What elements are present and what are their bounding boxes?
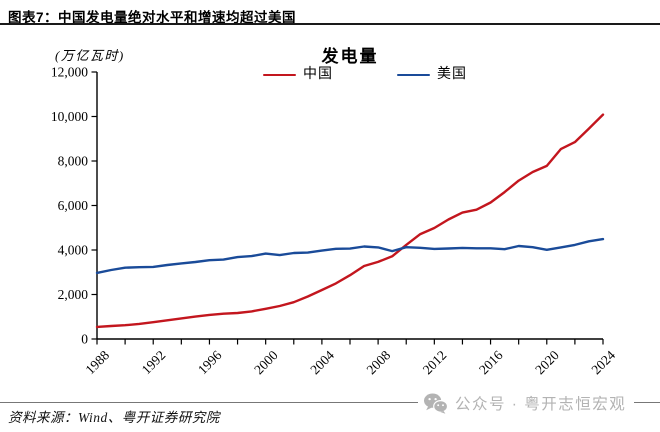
legend-label-us: 美国 <box>437 67 467 82</box>
us-line-swatch <box>397 73 430 77</box>
header-rule <box>0 23 660 25</box>
y-tick-label: 6,000 <box>58 198 89 213</box>
x-tick-label: 1996 <box>195 347 225 377</box>
legend-item-us: 美国 <box>397 67 467 83</box>
y-tick-label: 8,000 <box>58 154 89 169</box>
footer-rule <box>0 402 660 403</box>
watermark-text: 公众号 · 粤开志恒宏观 <box>455 396 627 413</box>
x-tick-label: 2000 <box>251 347 281 377</box>
chart-legend: 中国 美国 <box>97 67 603 83</box>
figure-title: 图表7：中国发电量绝对水平和增速均超过美国 <box>8 10 297 25</box>
china-series-line <box>95 113 605 329</box>
x-tick-label: 2016 <box>476 347 506 377</box>
china-line-swatch <box>263 73 296 77</box>
legend-label-china: 中国 <box>303 67 333 82</box>
wechat-watermark: 公众号 · 粤开志恒宏观 <box>418 390 635 416</box>
x-tick-label: 1992 <box>139 348 169 378</box>
x-tick-label: 2012 <box>420 348 450 378</box>
y-tick-label: 12,000 <box>51 65 88 80</box>
y-tick-label: 0 <box>81 332 88 347</box>
wechat-icon <box>424 393 448 414</box>
y-tick-label: 2,000 <box>58 287 89 302</box>
legend-item-china: 中国 <box>263 67 333 83</box>
source-text: 资料来源：Wind、粤开证券研究院 <box>8 410 220 425</box>
y-axis-unit-label: (万亿瓦时) <box>55 48 125 63</box>
x-tick-label: 2024 <box>588 347 618 377</box>
us-series-line <box>95 237 605 275</box>
x-tick-label: 2004 <box>307 347 337 377</box>
x-tick-label: 2008 <box>364 347 394 377</box>
x-tick-label: 1988 <box>82 347 112 377</box>
y-tick-label: 10,000 <box>51 109 88 124</box>
y-tick-label: 4,000 <box>58 243 89 258</box>
chart-title: 发电量 <box>321 47 379 66</box>
x-tick-label: 2020 <box>532 347 562 377</box>
